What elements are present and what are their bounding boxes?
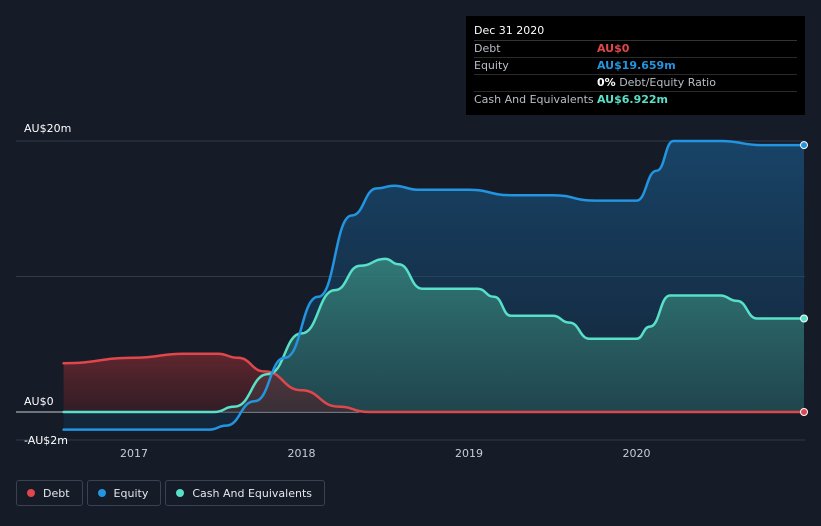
tooltip-label: Debt xyxy=(474,42,501,55)
endpoint-debt xyxy=(800,408,808,416)
tooltip-value: 0% xyxy=(597,76,616,89)
tooltip-label: Equity xyxy=(474,59,509,72)
legend-label: Debt xyxy=(43,486,70,500)
legend-dot-icon xyxy=(176,489,185,497)
area-cash-and-equivalents xyxy=(63,258,805,412)
y-tick-label: AU$20m xyxy=(24,122,71,135)
tooltip-row-ratio: 0% Debt/Equity Ratio xyxy=(474,75,797,92)
tooltip-date: Dec 31 2020 xyxy=(474,23,797,41)
legend-dot-icon xyxy=(27,489,35,497)
tooltip-label xyxy=(474,75,597,91)
tooltip: Dec 31 2020 Debt AU$0 Equity AU$19.659m … xyxy=(466,16,805,115)
y-tick-label: -AU$2m xyxy=(24,434,68,447)
tooltip-label: Cash And Equivalents xyxy=(474,93,594,106)
tooltip-ratio-label: Debt/Equity Ratio xyxy=(619,76,716,89)
tooltip-value: AU$0 xyxy=(597,42,630,55)
endpoint-cash-and-equivalents xyxy=(800,314,808,323)
tooltip-row-equity: Equity AU$19.659m xyxy=(474,58,797,75)
x-tick-label: 2020 xyxy=(623,447,651,460)
legend: Debt Equity Cash And Equivalents xyxy=(16,480,325,506)
legend-label: Cash And Equivalents xyxy=(192,486,312,500)
line-cash-and-equivalents xyxy=(62,257,806,414)
x-tick-label: 2019 xyxy=(455,447,483,460)
tooltip-value: AU$19.659m xyxy=(597,59,676,72)
line-equity xyxy=(62,139,806,431)
legend-item-equity[interactable]: Equity xyxy=(86,480,162,506)
endpoint-equity xyxy=(800,141,808,150)
x-tick-label: 2018 xyxy=(288,447,316,460)
line-debt xyxy=(62,352,806,414)
legend-label: Equity xyxy=(113,486,149,500)
y-tick-label: AU$0 xyxy=(24,395,54,408)
tooltip-value: AU$6.922m xyxy=(597,93,669,106)
x-tick-label: 2017 xyxy=(120,447,148,460)
legend-item-debt[interactable]: Debt xyxy=(16,480,83,506)
legend-item-cash[interactable]: Cash And Equivalents xyxy=(165,480,325,506)
tooltip-row-debt: Debt AU$0 xyxy=(474,41,797,58)
tooltip-row-cash: Cash And Equivalents AU$6.922m xyxy=(474,92,797,108)
legend-dot-icon xyxy=(97,489,106,497)
